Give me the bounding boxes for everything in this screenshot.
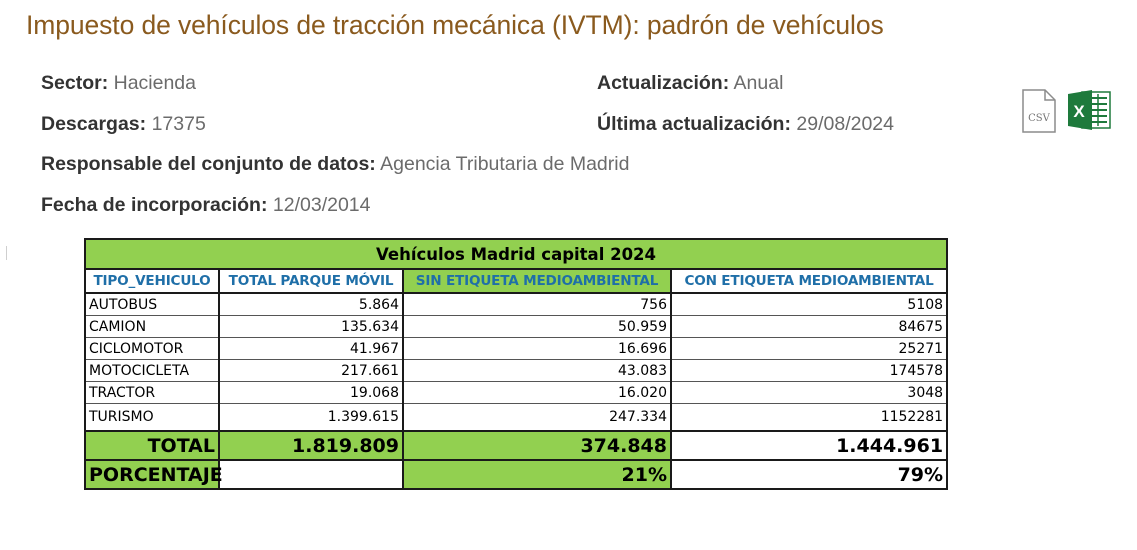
meta-ultima-value: 29/08/2024 [796,113,894,135]
total-row: TOTAL 1.819.809 374.848 1.444.961 [84,430,949,461]
meta-incorporacion-value: 12/03/2014 [272,194,371,216]
meta-incorporacion-label: Fecha de incorporación: [41,194,268,216]
percentage-sin-value: 21% [402,459,672,490]
cell-tipo: AUTOBUS [84,292,220,316]
cell-total: 135.634 [218,315,404,338]
cell-tipo: TURISMO [84,403,220,432]
meta-ultima-actualizacion: Última actualización: 29/08/2024 [597,113,894,136]
header-con-etiqueta: CON ETIQUETA MEDIOAMBIENTAL [669,268,949,294]
stray-mark [6,246,7,260]
excel-icon-label: X [1073,102,1085,121]
table-row: AUTOBUS 5.864 756 5108 [84,292,949,316]
percentage-row: PORCENTAJE 21% 79% [84,459,949,490]
cell-total: 41.967 [218,337,404,360]
meta-sector-value: Hacienda [113,72,196,94]
table-title-row: Vehículos Madrid capital 2024 [83,238,949,270]
table-title: Vehículos Madrid capital 2024 [83,238,949,270]
table-header-row: TIPO_VEHICULO TOTAL PARQUE MÓVIL SIN ETI… [84,268,949,294]
excel-file-icon[interactable]: X [1066,88,1112,132]
excel-download-link[interactable]: X [1066,88,1112,132]
cell-total: 217.661 [218,359,404,382]
meta-responsable-value: Agencia Tributaria de Madrid [380,153,630,175]
meta-responsable: Responsable del conjunto de datos: Agenc… [41,153,629,176]
cell-tipo: CICLOMOTOR [84,337,220,360]
meta-incorporacion: Fecha de incorporación: 12/03/2014 [41,194,371,217]
cell-sin: 16.696 [402,337,672,360]
vehicles-table: Vehículos Madrid capital 2024 TIPO_VEHIC… [83,238,949,490]
cell-sin: 756 [402,292,672,316]
cell-con: 174578 [669,359,949,382]
table-row: TURISMO 1.399.615 247.334 1152281 [84,403,949,432]
total-con-value: 1.444.961 [669,430,949,461]
cell-total: 5.864 [218,292,404,316]
meta-actualizacion: Actualización: Anual [597,72,783,95]
cell-sin: 50.959 [402,315,672,338]
table-row: MOTOCICLETA 217.661 43.083 174578 [84,359,949,382]
percentage-con-value: 79% [669,459,949,490]
cell-tipo: TRACTOR [84,381,220,404]
table-row: TRACTOR 19.068 16.020 3048 [84,381,949,404]
total-label: TOTAL [84,430,220,461]
table-row: CAMION 135.634 50.959 84675 [84,315,949,338]
meta-actualizacion-label: Actualización: [597,72,730,94]
download-icons: CSV X [1020,88,1112,134]
table-row: CICLOMOTOR 41.967 16.696 25271 [84,337,949,360]
meta-descargas: Descargas: 17375 [41,113,206,136]
meta-responsable-label: Responsable del conjunto de datos: [41,153,376,175]
csv-download-link[interactable]: CSV [1020,88,1058,134]
cell-tipo: MOTOCICLETA [84,359,220,382]
percentage-total-value [218,459,404,490]
cell-sin: 16.020 [402,381,672,404]
header-tipo-vehiculo: TIPO_VEHICULO [84,268,220,294]
cell-total: 1.399.615 [218,403,404,432]
page-title: Impuesto de vehículos de tracción mecáni… [26,10,884,40]
cell-sin: 43.083 [402,359,672,382]
total-parque-value: 1.819.809 [218,430,404,461]
cell-con: 5108 [669,292,949,316]
csv-icon-label: CSV [1028,113,1051,124]
cell-sin: 247.334 [402,403,672,432]
header-total-parque: TOTAL PARQUE MÓVIL [218,268,404,294]
total-sin-value: 374.848 [402,430,672,461]
csv-file-icon[interactable]: CSV [1020,88,1058,134]
cell-tipo: CAMION [84,315,220,338]
cell-con: 1152281 [669,403,949,432]
header-sin-etiqueta: SIN ETIQUETA MEDIOAMBIENTAL [402,268,672,294]
percentage-label: PORCENTAJE [84,459,223,490]
meta-sector-label: Sector: [41,72,109,94]
meta-descargas-label: Descargas: [41,113,147,135]
cell-con: 84675 [669,315,949,338]
cell-total: 19.068 [218,381,404,404]
meta-ultima-label: Última actualización: [597,113,791,135]
meta-descargas-value: 17375 [151,113,206,135]
meta-actualizacion-value: Anual [733,72,784,94]
cell-con: 3048 [669,381,949,404]
meta-sector: Sector: Hacienda [41,72,196,95]
cell-con: 25271 [669,337,949,360]
